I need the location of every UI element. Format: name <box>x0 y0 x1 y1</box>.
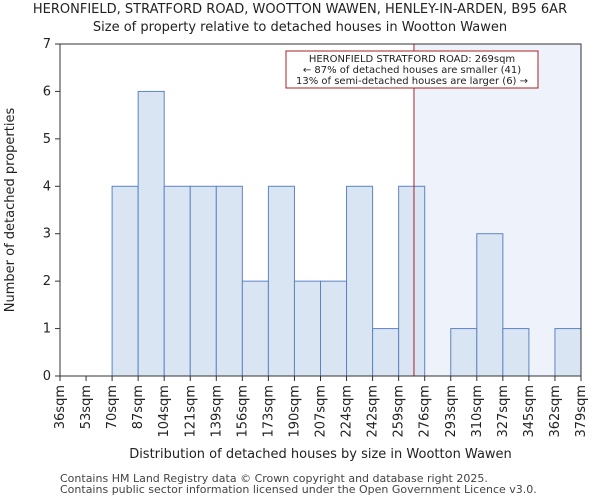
footer-copyright: Contains HM Land Registry data © Crown c… <box>60 472 488 485</box>
annotation-line-3: 13% of semi-detached houses are larger (… <box>296 76 528 87</box>
histogram-bar <box>189 185 217 377</box>
y-tick-label: 3 <box>43 227 51 242</box>
x-tick-label: 327sqm <box>496 385 511 438</box>
x-tick-label: 104sqm <box>157 385 172 438</box>
y-tick-label: 7 <box>43 37 51 52</box>
x-tick-label: 139sqm <box>209 385 224 438</box>
histogram-bar <box>111 185 139 377</box>
histogram-bar <box>215 185 243 377</box>
y-tick-label: 4 <box>43 179 51 194</box>
histogram-bar <box>450 328 478 377</box>
x-tick-label: 173sqm <box>261 385 276 438</box>
x-tick-label: 345sqm <box>522 385 537 438</box>
histogram-bar <box>163 185 191 377</box>
histogram-bar <box>372 328 400 377</box>
x-tick-label: 362sqm <box>548 385 563 438</box>
x-tick-label: 276sqm <box>418 385 433 438</box>
y-tick-label: 1 <box>43 322 51 337</box>
x-tick-label: 53sqm <box>79 385 94 429</box>
histogram-bar <box>293 280 322 377</box>
x-tick-label: 310sqm <box>470 385 485 438</box>
annotation-line-1: HERONFIELD STRATFORD ROAD: 269sqm <box>309 54 515 65</box>
y-tick-label: 2 <box>43 274 51 289</box>
histogram-bar <box>502 328 530 377</box>
x-tick-label: 379sqm <box>574 385 589 438</box>
x-tick-label: 121sqm <box>183 385 198 438</box>
chart-subtitle: Size of property relative to detached ho… <box>92 20 508 35</box>
x-tick-label: 259sqm <box>392 385 407 438</box>
histogram-bar <box>267 185 295 377</box>
x-tick-label: 224sqm <box>340 385 355 438</box>
y-tick-label: 6 <box>43 84 51 99</box>
y-axis-label: Number of detached properties <box>3 108 18 313</box>
y-tick-label: 0 <box>43 369 51 384</box>
histogram-bar <box>320 280 348 377</box>
x-tick-label: 190sqm <box>287 385 302 438</box>
x-tick-label: 242sqm <box>366 385 381 438</box>
x-tick-label: 70sqm <box>105 385 120 429</box>
annotation-border <box>285 50 539 89</box>
histogram-bar <box>554 328 582 377</box>
annotation-box: HERONFIELD STRATFORD ROAD: 269sqm ← 87% … <box>285 50 539 89</box>
x-tick-label: 156sqm <box>235 385 250 438</box>
x-tick-label: 207sqm <box>314 385 329 438</box>
histogram-bar <box>398 185 426 377</box>
x-tick-label: 87sqm <box>131 385 146 429</box>
histogram-bar <box>346 185 374 377</box>
annotation-line-2: ← 87% of detached houses are smaller (41… <box>303 65 521 76</box>
x-tick-label: 36sqm <box>53 385 68 429</box>
y-tick-label: 5 <box>43 132 51 147</box>
histogram-bar <box>241 280 269 377</box>
histogram-bar <box>137 90 165 377</box>
x-tick-label: 293sqm <box>444 385 459 438</box>
x-axis-label: Distribution of detached houses by size … <box>129 447 512 462</box>
chart-title: HERONFIELD, STRATFORD ROAD, WOOTTON WAWE… <box>32 2 568 17</box>
footer-licence: Contains public sector information licen… <box>60 483 537 496</box>
histogram-bar <box>476 233 504 377</box>
